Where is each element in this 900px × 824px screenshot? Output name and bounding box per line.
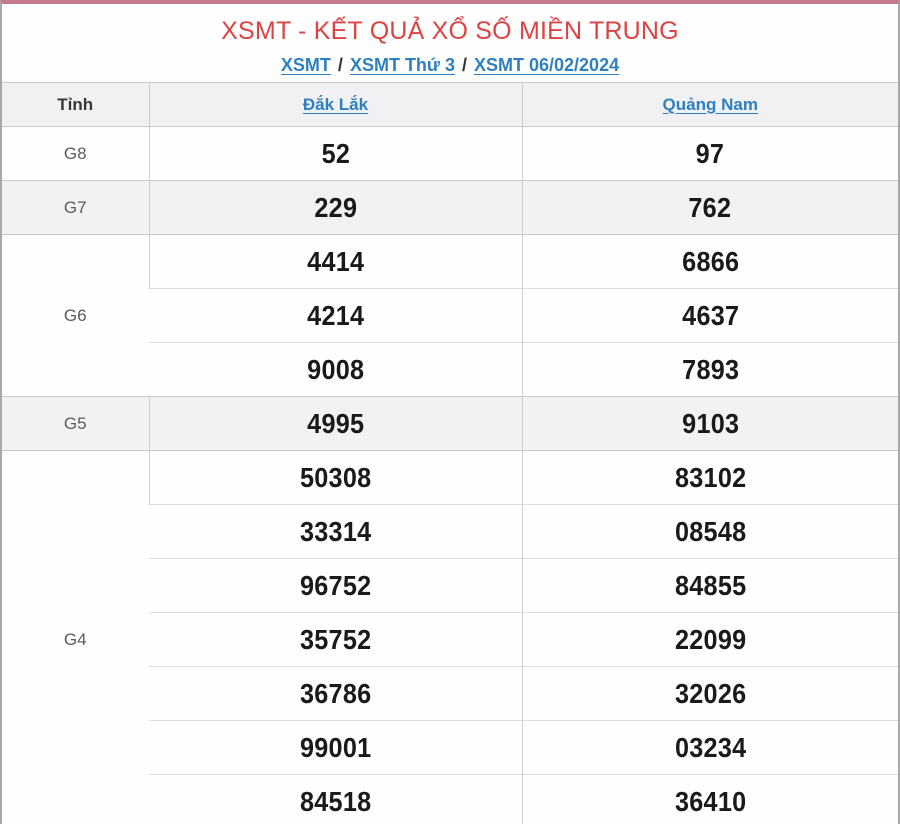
result-number: 9103: [521, 396, 898, 451]
table-row: 36786 32026: [2, 666, 898, 721]
result-number: 99001: [149, 720, 522, 775]
result-number: 03234: [521, 720, 898, 775]
breadcrumb-separator: /: [461, 55, 467, 75]
result-number: 33314: [149, 504, 522, 559]
table-row: G4 50308 83102: [2, 450, 898, 824]
breadcrumb-link-xsmt-date[interactable]: XSMT 06/02/2024: [474, 55, 620, 75]
table-row: 9008 7893: [2, 342, 898, 397]
result-number: 83102: [521, 450, 898, 505]
result-number: 4637: [521, 288, 898, 343]
prize-label: G6: [2, 234, 149, 397]
column-header-tinh: Tỉnh: [2, 82, 149, 127]
breadcrumb-separator: /: [337, 55, 343, 75]
table-row: 99001 03234: [2, 720, 898, 775]
table-row: 33314 08548: [2, 504, 898, 559]
result-number: 4414: [148, 234, 522, 289]
result-number: 84855: [521, 558, 898, 613]
province-link-dak-lak[interactable]: Đắk Lắk: [302, 94, 369, 114]
result-number: 36786: [149, 666, 522, 721]
result-number: 84518: [149, 774, 522, 824]
table-row: G8 52 97: [2, 126, 898, 181]
province-link-quang-nam[interactable]: Quảng Nam: [662, 94, 758, 114]
breadcrumb: XSMT / XSMT Thứ 3 / XSMT 06/02/2024: [2, 55, 898, 76]
result-number: 762: [521, 180, 898, 235]
result-number: 6866: [521, 234, 898, 289]
results-body: G8 52 97 G7 229 762 G6 4414 6866 4214 4637 9008 7893…: [2, 126, 898, 824]
result-number: 52: [148, 126, 522, 181]
results-table: Tỉnh Đắk Lắk Quảng Nam G8 52 97 G7 229 762 G6 4…: [2, 82, 898, 824]
result-number: 229: [148, 180, 522, 235]
page-header: XSMT - KẾT QUẢ XỔ SỐ MIỀN TRUNG XSMT / XSM…: [2, 4, 898, 82]
result-number: 7893: [521, 342, 898, 397]
result-number: 35752: [149, 612, 522, 667]
result-number: 32026: [521, 666, 898, 721]
result-number: 96752: [149, 558, 522, 613]
table-row: 96752 84855: [2, 558, 898, 613]
table-row: 84518 36410: [2, 774, 898, 824]
prize-label: G4: [2, 450, 149, 824]
result-number: 4214: [149, 288, 522, 343]
breadcrumb-link-xsmt-thu-3[interactable]: XSMT Thứ 3: [349, 55, 455, 75]
page-title: XSMT - KẾT QUẢ XỔ SỐ MIỀN TRUNG: [221, 17, 679, 45]
result-number: 97: [521, 126, 898, 181]
result-number: 36410: [521, 774, 898, 824]
table-row: G6 4414 6866: [2, 234, 898, 397]
table-header-row: Tỉnh Đắk Lắk Quảng Nam: [2, 82, 898, 127]
table-row: G5 4995 9103: [2, 396, 898, 451]
prize-label: G8: [2, 126, 149, 181]
result-number: 08548: [521, 504, 898, 559]
result-number: 9008: [149, 342, 522, 397]
result-number: 22099: [521, 612, 898, 667]
result-number: 4995: [148, 396, 522, 451]
column-header-quang-nam: Quảng Nam: [521, 82, 898, 127]
table-row: 35752 22099: [2, 612, 898, 667]
prize-label: G5: [2, 396, 149, 451]
column-header-dak-lak: Đắk Lắk: [148, 82, 522, 127]
breadcrumb-link-xsmt[interactable]: XSMT: [280, 55, 331, 75]
table-row: 4214 4637: [2, 288, 898, 343]
table-row: G7 229 762: [2, 180, 898, 235]
result-number: 50308: [148, 450, 522, 505]
prize-label: G7: [2, 180, 149, 235]
